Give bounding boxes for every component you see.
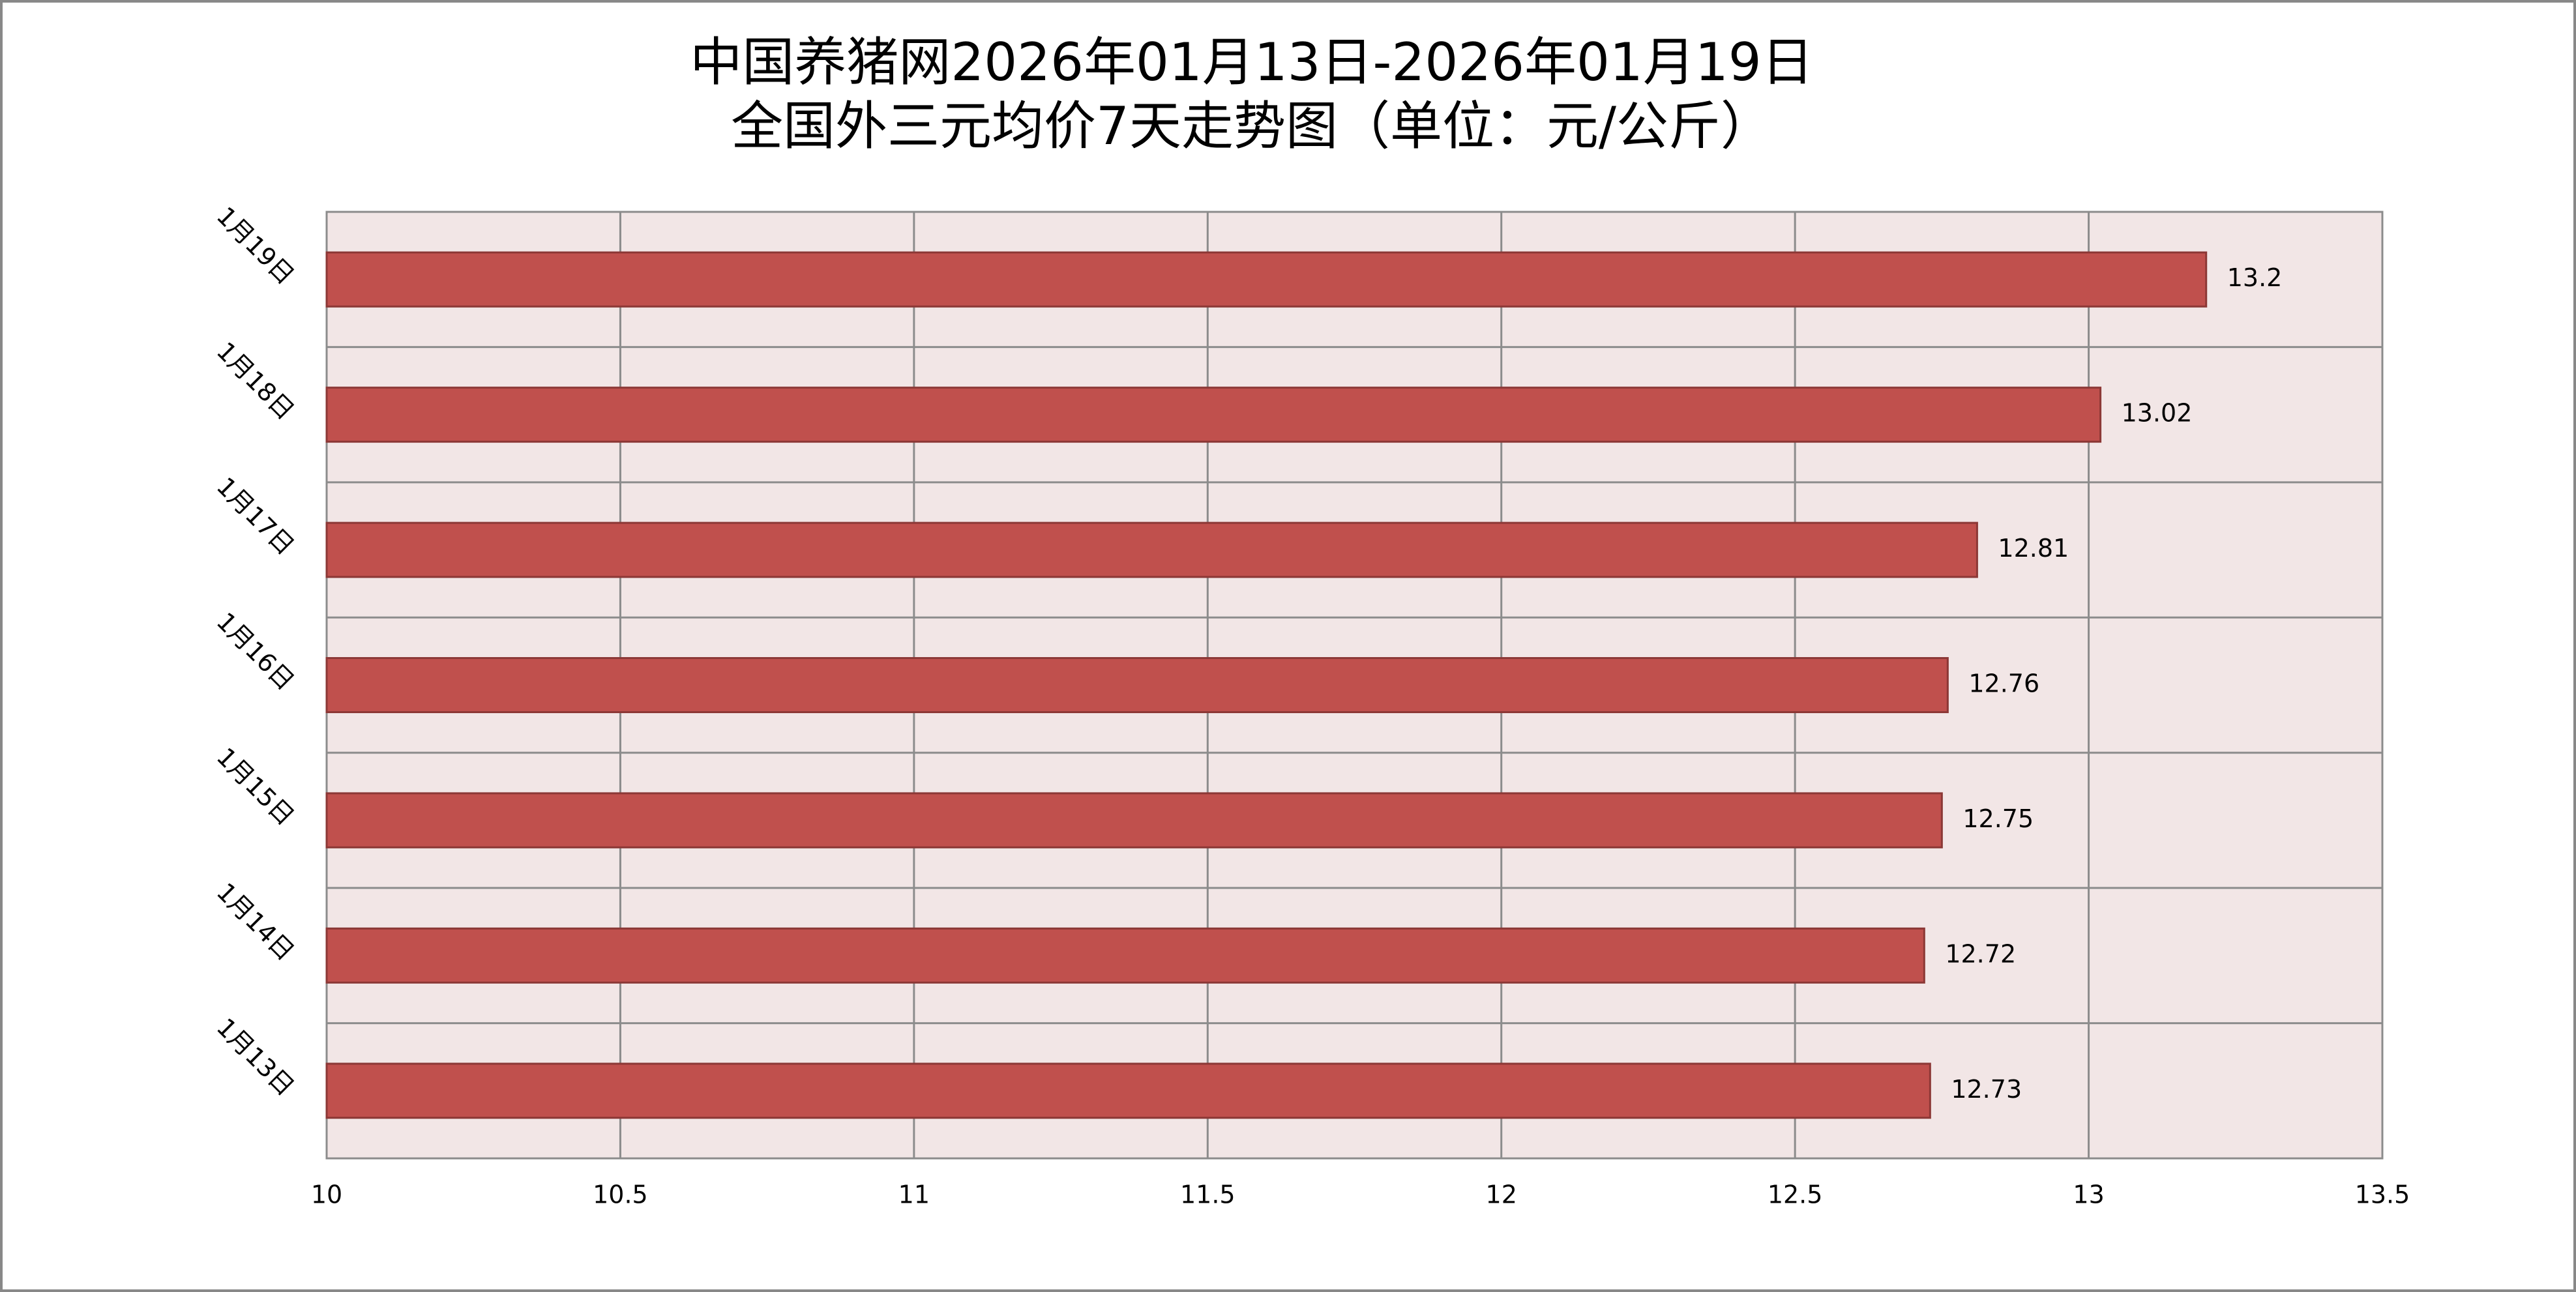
x-tick-label: 11	[898, 1181, 930, 1209]
bar	[325, 251, 2208, 308]
x-tick-label: 10	[311, 1181, 342, 1209]
x-tick-label: 10.5	[593, 1181, 648, 1209]
bar	[325, 657, 1949, 713]
data-label: 12.75	[1962, 804, 2034, 833]
data-label: 13.02	[2122, 399, 2193, 428]
chart-title: 中国养猪网2026年01月13日-2026年01月19日	[690, 32, 1813, 93]
x-tick-label: 12	[1486, 1181, 1517, 1209]
chart-subtitle: 全国外三元均价7天走势图（单位：元/公斤）	[731, 96, 1773, 156]
bar	[325, 387, 2102, 443]
data-label: 12.76	[1968, 669, 2039, 698]
bar	[325, 927, 1925, 984]
x-tick-label: 13	[2073, 1181, 2104, 1209]
data-label: 12.72	[1945, 939, 2016, 968]
x-tick-label: 12.5	[1768, 1181, 1823, 1209]
x-tick-label: 11.5	[1180, 1181, 1236, 1209]
x-tick-label: 13.5	[2355, 1181, 2410, 1209]
data-label: 12.73	[1951, 1075, 2022, 1104]
bar	[325, 521, 1978, 578]
bar	[325, 792, 1943, 849]
data-label: 13.2	[2227, 263, 2283, 292]
data-label: 12.81	[1998, 534, 2069, 563]
bar	[325, 1063, 1931, 1119]
